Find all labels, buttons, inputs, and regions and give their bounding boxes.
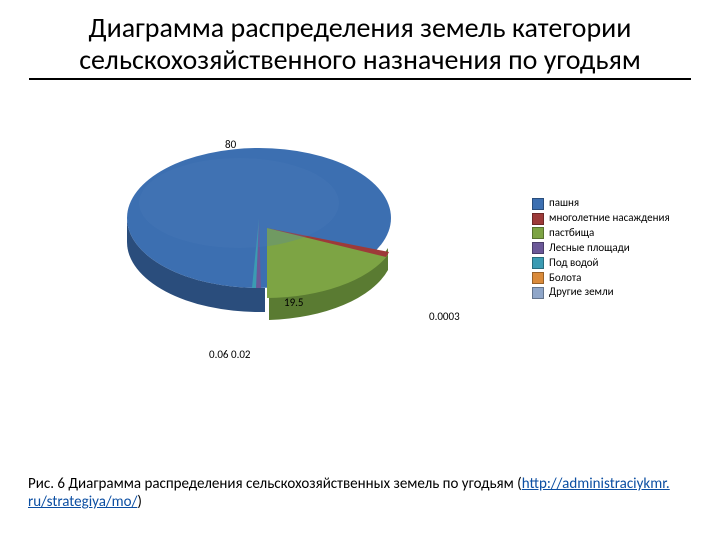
legend-label: Под водой xyxy=(549,256,599,271)
value-label-0-0003: 0.0003 xyxy=(429,310,460,323)
legend-item: Другие земли xyxy=(532,285,687,300)
legend-label: Лесные площади xyxy=(549,241,630,256)
pie-chart: 80 0.0003 19.5 0.06 0.02 пашня многолетн… xyxy=(29,88,691,408)
legend-label: пашня xyxy=(549,196,579,211)
slide: Диаграмма распределения земель категории… xyxy=(0,0,720,540)
legend-item: пастбища xyxy=(532,226,687,241)
title-underline xyxy=(29,78,691,80)
value-label-19-5: 19.5 xyxy=(284,296,304,309)
legend-item: Лесные площади xyxy=(532,241,687,256)
legend-item: Под водой xyxy=(532,256,687,271)
value-label-0-06: 0.06 xyxy=(209,348,229,361)
legend-label: пастбища xyxy=(549,226,594,241)
legend-label: Другие земли xyxy=(549,285,614,300)
legend-swatch xyxy=(532,287,544,299)
legend-item: Болота xyxy=(532,271,687,286)
legend-swatch xyxy=(532,227,544,239)
legend-item: многолетние насаждения xyxy=(532,211,687,226)
legend-swatch xyxy=(532,272,544,284)
legend-label: Болота xyxy=(549,271,581,286)
legend-label: многолетние насаждения xyxy=(549,211,670,226)
caption-prefix: Рис. 6 Диаграмма распределения сельскохо… xyxy=(28,475,522,493)
legend-item: пашня xyxy=(532,196,687,211)
legend-swatch xyxy=(532,242,544,254)
caption-suffix: ) xyxy=(137,493,142,511)
legend-swatch xyxy=(532,257,544,269)
value-label-80: 80 xyxy=(225,138,236,151)
value-label-0-02: 0.02 xyxy=(231,348,251,361)
legend: пашня многолетние насаждения пастбища Ле… xyxy=(532,196,687,300)
pie-svg xyxy=(89,98,429,368)
slide-title: Диаграмма распределения земель категории… xyxy=(28,12,692,76)
chart-area: 80 0.0003 19.5 0.06 0.02 пашня многолетн… xyxy=(29,88,691,408)
figure-caption: Рис. 6 Диаграмма распределения сельскохо… xyxy=(28,475,692,513)
legend-swatch xyxy=(532,213,544,225)
legend-swatch xyxy=(532,198,544,210)
